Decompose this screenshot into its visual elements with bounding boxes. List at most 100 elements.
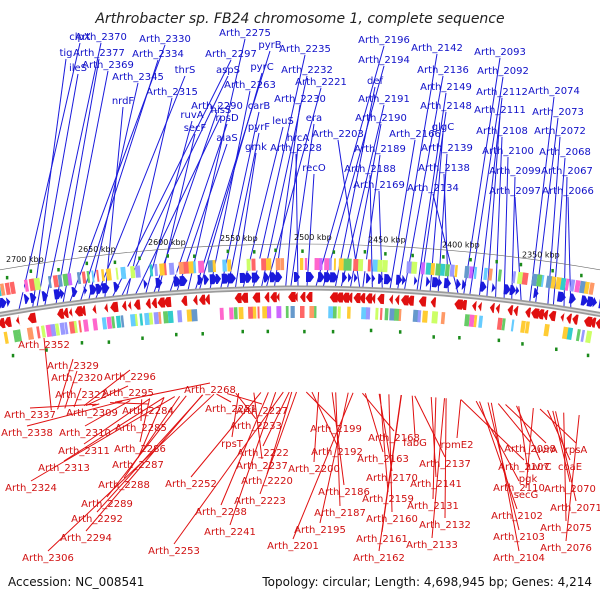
cog-band-reverse <box>389 308 396 321</box>
cog-band-forward <box>338 258 344 271</box>
forward-gene-arrow <box>53 289 62 300</box>
backbone-highlight <box>0 287 600 316</box>
reverse-gene-arrow <box>104 302 109 313</box>
gene-label-reverse: Arth_2131 <box>407 501 459 512</box>
reverse-gene-arrow <box>181 295 188 306</box>
cog-band-reverse <box>120 315 125 328</box>
gene-label-reverse: Arth_2075 <box>540 523 592 534</box>
leader-line-forward <box>55 58 100 304</box>
leader-line-forward <box>44 42 102 306</box>
gene-label-forward: Arth_2111 <box>474 105 526 116</box>
cog-band-reverse <box>229 307 234 320</box>
leader-line-reverse <box>47 393 215 552</box>
reverse-gene-arrow <box>157 297 166 308</box>
cog-band-reverse <box>17 329 23 342</box>
reverse-gene-arrow <box>341 292 350 303</box>
cog-band-forward <box>300 258 304 271</box>
leader-line-reverse <box>91 403 100 407</box>
leader-line-reverse <box>305 391 337 423</box>
gene-label-forward: pyrB <box>258 40 281 51</box>
gene-label-forward: Arth_2345 <box>112 72 164 83</box>
cog-band-reverse <box>346 306 351 319</box>
leader-line-reverse <box>565 415 580 542</box>
gene-label-forward: Arth_2138 <box>418 163 470 174</box>
cog-band-forward <box>333 258 337 271</box>
leader-line-reverse <box>431 398 446 539</box>
gc-mark <box>458 335 461 340</box>
gene-label-forward: Arth_2196 <box>358 35 410 46</box>
cog-band-reverse <box>417 310 422 323</box>
gc-mark <box>363 250 367 254</box>
leader-line-reverse <box>378 394 402 552</box>
gene-label-forward: ileS <box>69 63 87 74</box>
scale-tick-label: 2450 kbp <box>368 235 406 244</box>
gene-label-reverse: uvrA <box>534 445 557 456</box>
gene-label-forward: Arth_2370 <box>75 32 127 43</box>
cog-band-forward <box>188 261 195 274</box>
cog-band-reverse <box>177 310 183 323</box>
leader-line-reverse <box>85 385 129 406</box>
forward-gene-arrow <box>592 297 598 308</box>
leader-line-reverse <box>292 392 354 540</box>
forward-gene-arrow <box>353 272 358 283</box>
leader-line-forward <box>334 86 376 287</box>
gene-label-forward: Arth_2142 <box>411 43 463 54</box>
gene-label-reverse: Arth_2285 <box>115 423 167 434</box>
leader-line-reverse <box>505 404 547 444</box>
gene-label-reverse: Arth_2070 <box>544 484 596 495</box>
gene-label-reverse: Arth_2195 <box>294 525 346 536</box>
leader-line-reverse <box>29 403 97 409</box>
leader-line-forward <box>32 58 67 308</box>
reverse-gene-arrow <box>548 310 557 322</box>
reverse-gene-arrow <box>389 294 394 305</box>
cog-band-forward <box>275 258 281 271</box>
gc-mark <box>11 353 15 358</box>
forward-gene-arrow <box>491 282 496 293</box>
leader-line-forward <box>397 53 438 289</box>
forward-gene-arrow <box>580 295 588 306</box>
cog-band-forward <box>134 265 141 278</box>
forward-gene-arrow <box>431 277 440 288</box>
gene-label-reverse: Arth_2287 <box>112 460 164 471</box>
leader-line-reverse <box>460 399 525 461</box>
gene-label-forward: Arth_2369 <box>82 60 134 71</box>
gc-mark <box>85 261 89 266</box>
accession-text: Accession: NC_008541 <box>8 575 144 589</box>
gene-label-reverse: Arth_2338 <box>1 428 53 439</box>
gene-label-reverse: Arth_2107 <box>498 462 550 473</box>
forward-gene-arrow <box>395 274 403 285</box>
gene-label-reverse: Arth_2223 <box>234 496 286 507</box>
cog-band-reverse <box>54 323 61 336</box>
gene-label-forward: Arth_2112 <box>476 87 528 98</box>
cog-band-reverse <box>129 314 137 327</box>
gene-label-reverse: Arth_2076 <box>540 543 592 554</box>
leader-line-forward <box>112 59 232 297</box>
scale-tick-label: 2650 kbp <box>78 245 116 254</box>
forward-gene-arrow <box>329 272 339 283</box>
cog-band-forward <box>372 259 379 272</box>
gene-label-forward: gmk <box>245 142 267 153</box>
reverse-gene-arrow <box>57 308 65 319</box>
forward-gene-arrow <box>251 272 260 283</box>
cog-band-forward <box>430 262 436 276</box>
gc-mark <box>166 254 169 258</box>
cog-band-reverse <box>115 315 122 328</box>
forward-gene-arrow <box>71 286 78 298</box>
leader-line-forward <box>404 75 444 290</box>
forward-gene-arrow <box>306 272 315 283</box>
gc-mark <box>411 253 414 258</box>
gene-label-forward: Arth_2149 <box>420 82 472 93</box>
cog-band-forward <box>555 277 562 290</box>
forward-gene-arrow <box>197 274 203 286</box>
gene-label-forward: Arth_2191 <box>358 94 410 105</box>
reverse-gene-arrow <box>80 305 87 316</box>
cog-band-reverse <box>365 307 371 320</box>
cog-band-reverse <box>510 319 515 332</box>
leader-line-reverse <box>173 391 284 545</box>
forward-gene-arrow <box>263 272 270 283</box>
cog-band-forward <box>449 264 455 277</box>
gene-label-forward: nrdF <box>112 96 135 107</box>
gene-label-forward: aspS <box>216 65 240 76</box>
forward-gene-arrow <box>89 284 97 295</box>
forward-gene-arrow <box>113 281 120 293</box>
